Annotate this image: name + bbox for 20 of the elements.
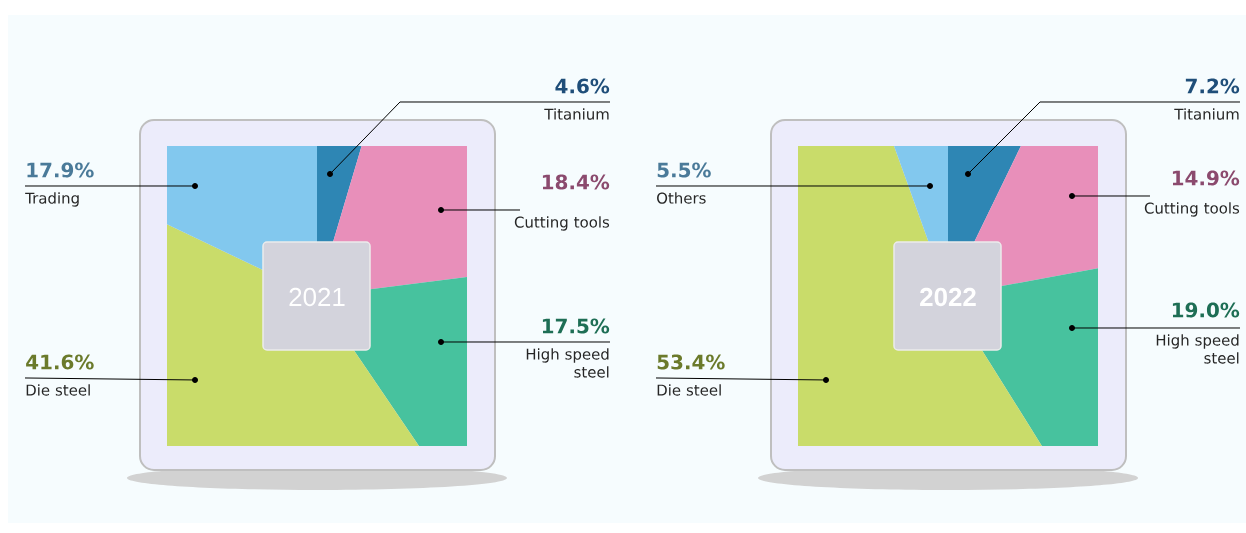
data-label: 19.0% bbox=[1172, 302, 1240, 318]
slice-label: Others bbox=[657, 192, 706, 204]
slice-label: High speed steel bbox=[1156, 334, 1239, 364]
slice-label: High speed steel bbox=[526, 348, 609, 378]
slice-label: Trading bbox=[25, 192, 79, 207]
slice-label: Die steel bbox=[26, 384, 90, 396]
slice-label: Die steel bbox=[657, 384, 721, 396]
data-label: 17.5% bbox=[542, 318, 610, 334]
data-label: 7.2% bbox=[1185, 78, 1240, 94]
data-label: 41.6% bbox=[26, 354, 94, 370]
slice-label: Cutting tools bbox=[1144, 202, 1240, 217]
data-label: 18.4% bbox=[542, 174, 610, 190]
data-label: 14.9% bbox=[1172, 170, 1240, 186]
slice-label: Cutting tools bbox=[514, 216, 610, 231]
data-label: 53.4% bbox=[657, 354, 725, 370]
slice-label: Titanium bbox=[1174, 108, 1239, 120]
data-label: 5.5% bbox=[657, 162, 711, 178]
data-label: 17.9% bbox=[27, 162, 94, 178]
data-label: 4.6% bbox=[555, 78, 610, 94]
slice-label: Titanium bbox=[544, 108, 609, 120]
